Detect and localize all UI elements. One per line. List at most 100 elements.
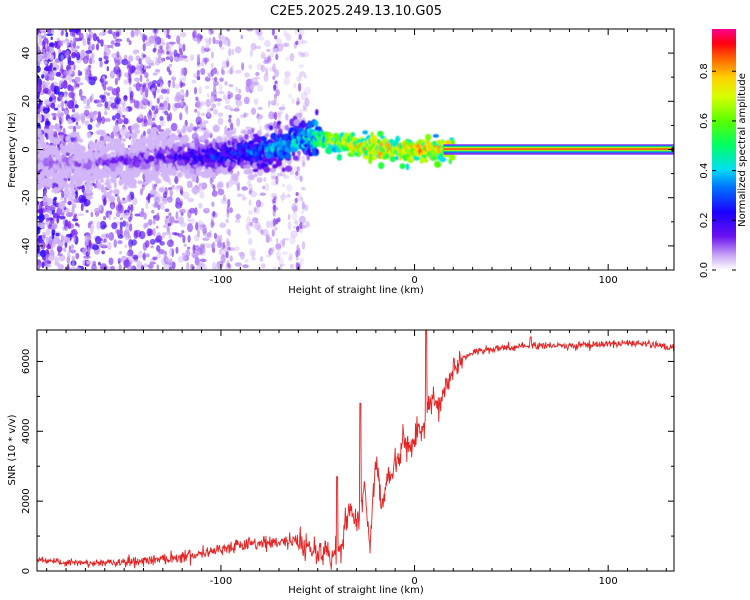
noise-blob [220, 66, 224, 75]
noise-blob [153, 40, 157, 48]
noise-blob [220, 254, 226, 264]
noise-blob [250, 42, 257, 51]
noise-blob [241, 196, 246, 201]
noise-blob [299, 175, 303, 182]
ridge-blob [53, 186, 60, 194]
noise-blob [117, 240, 123, 245]
noise-blob [179, 101, 183, 109]
noise-blob [147, 264, 154, 269]
noise-blob [168, 41, 176, 45]
noise-blob [70, 249, 77, 254]
ridge-blob [244, 133, 249, 140]
ridge-blob [284, 165, 293, 172]
noise-blob [191, 251, 199, 259]
noise-blob [193, 87, 198, 95]
ridge-blob [100, 129, 106, 136]
noise-blob [302, 107, 308, 113]
noise-blob [106, 86, 114, 91]
noise-blob [234, 46, 242, 54]
noise-blob [263, 56, 270, 63]
noise-blob [257, 225, 263, 233]
noise-blob [216, 262, 221, 270]
noise-blob [153, 29, 157, 34]
noise-blob [115, 113, 121, 119]
noise-blob [244, 258, 249, 263]
noise-blob [156, 264, 159, 270]
noise-blob [92, 244, 100, 251]
noise-blob [214, 39, 221, 45]
noise-blob [109, 210, 113, 215]
noise-blob [231, 48, 235, 56]
noise-blob [244, 72, 250, 78]
noise-blob [103, 91, 108, 95]
noise-blob [83, 255, 91, 259]
noise-blob [185, 249, 191, 257]
ridge-blob [217, 181, 224, 189]
noise-blob [259, 192, 266, 196]
noise-blob [169, 52, 173, 60]
noise-blob [164, 208, 170, 213]
noise-blob [168, 212, 172, 217]
noise-blob [268, 111, 275, 120]
carrier-band [443, 144, 674, 155]
noise-blob [282, 158, 287, 167]
ridge-blob [77, 134, 81, 142]
ridge-blob [121, 138, 126, 142]
noise-blob [69, 31, 74, 36]
ridge-blob [93, 151, 97, 158]
noise-blob [301, 155, 306, 163]
noise-blob [86, 99, 90, 107]
noise-blob [102, 198, 106, 207]
noise-blob [281, 43, 288, 48]
noise-blob [57, 40, 63, 47]
noise-blob [115, 211, 121, 218]
noise-blob [257, 106, 263, 110]
noise-blob [128, 193, 132, 203]
noise-blob [140, 87, 144, 96]
noise-blob [298, 72, 302, 80]
noise-blob [51, 232, 55, 240]
ridge-blob [301, 160, 306, 168]
noise-blob [251, 257, 257, 261]
noise-blob [293, 225, 296, 229]
noise-blob [73, 198, 80, 204]
noise-blob [122, 220, 127, 227]
noise-blob [103, 51, 107, 57]
noise-blob [295, 40, 299, 46]
noise-blob [183, 243, 187, 247]
ridge-blob [38, 162, 45, 167]
noise-blob [250, 190, 257, 198]
noise-blob [127, 205, 131, 213]
noise-blob [99, 220, 107, 230]
noise-blob [235, 86, 239, 92]
noise-blob [50, 225, 56, 230]
noise-blob [268, 100, 271, 108]
noise-blob [71, 52, 77, 59]
spectrogram-ticks: -100 0 100 -40 -20 0 20 40 [21, 28, 674, 286]
noise-blob [45, 263, 49, 270]
noise-blob [71, 79, 76, 83]
noise-blob [196, 98, 200, 107]
ridge-blob [56, 138, 61, 145]
noise-blob [71, 255, 75, 264]
ridge-blob [224, 136, 228, 142]
noise-blob [149, 238, 156, 245]
noise-blob [243, 112, 247, 118]
noise-blob [44, 221, 50, 226]
noise-blob [252, 220, 257, 224]
noise-blob [61, 39, 67, 44]
noise-blob [156, 212, 160, 222]
x-tick-label: 100 [599, 275, 618, 286]
noise-blob [136, 61, 144, 71]
ridge-blob [172, 135, 180, 141]
noise-blob [82, 38, 87, 46]
noise-blob [179, 77, 185, 81]
noise-blob [303, 75, 307, 79]
noise-blob [131, 197, 138, 206]
noise-blob [289, 52, 295, 62]
noise-blob [45, 236, 49, 245]
noise-blob [100, 134, 104, 141]
noise-blob [106, 241, 112, 251]
noise-blob [283, 77, 291, 86]
noise-blob [265, 234, 270, 244]
